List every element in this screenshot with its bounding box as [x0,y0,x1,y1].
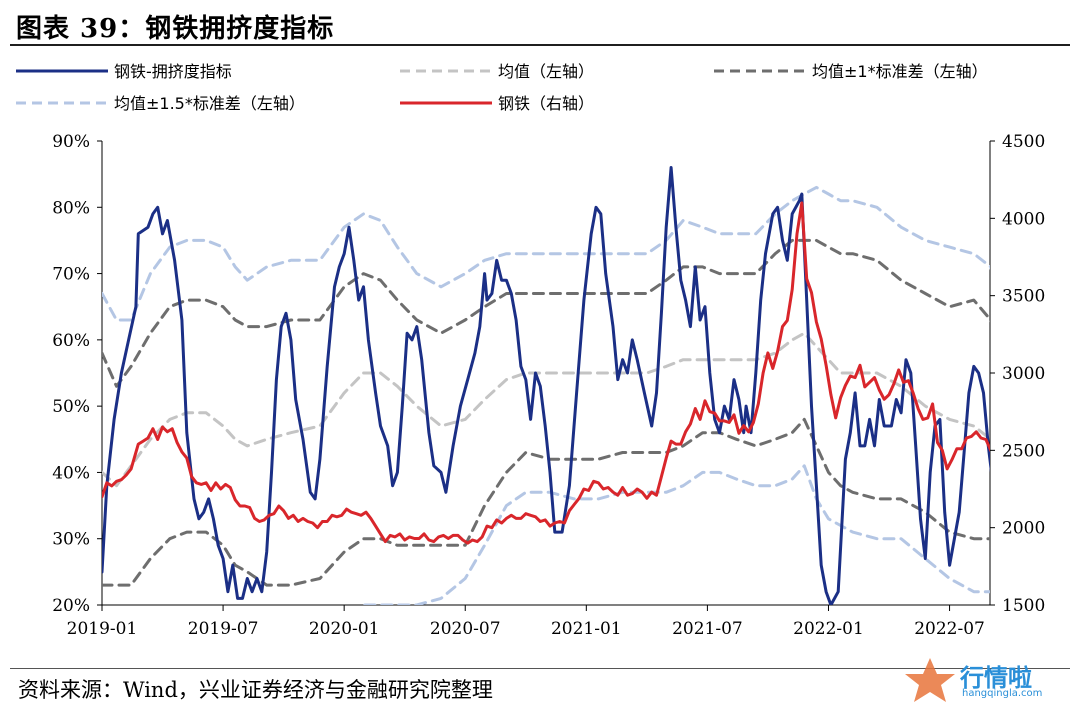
right-tick-label: 3500 [1002,287,1045,307]
right-tick-label: 3000 [1002,364,1045,384]
legend-label-std1: 均值±1*标准差（左轴） [812,62,988,81]
footer-divider [10,668,1070,669]
legend-label-mean: 均值（左轴） [498,62,594,81]
left-tick-label: 90% [52,132,90,152]
right-tick-label: 2500 [1002,441,1045,461]
left-tick-label: 60% [52,331,90,351]
source-note: 资料来源：Wind，兴业证券经济与金融研究院整理 [18,678,493,702]
series-line-2 [102,238,990,388]
chart-title: 图表 39：钢铁拥挤度指标 [16,14,335,44]
star-logo-icon [905,658,955,702]
watermark-text: 行情啦 [960,664,1032,692]
x-tick-label: 2022-01 [793,619,864,639]
legend-label-steel: 钢铁（右轴） [498,94,594,113]
right-tick-label: 1500 [1002,596,1045,616]
series-line-6 [102,201,990,545]
watermark: 行情啦 hangqingla.com [902,656,1062,704]
watermark-url: hangqingla.com [962,688,1043,699]
axes: 20% 30% 40% 50% 60% 70% 80% 90% 1500 2000 2500 3000… [52,132,1045,639]
right-tick-label: 4500 [1002,132,1045,152]
legend-label-std15: 均值±1.5*标准差（左轴） [114,94,305,113]
x-tick-label: 2021-01 [551,619,622,639]
x-tick-label: 2019-07 [188,619,259,639]
x-tick-label: 2021-07 [672,619,743,639]
left-tick-label: 40% [52,463,90,483]
legend-label-crowding: 钢铁-拥挤度指标 [114,62,232,81]
x-tick-label: 2020-01 [309,619,380,639]
x-tick-label: 2022-07 [914,619,985,639]
series-layer [102,166,990,605]
right-tick-label: 4000 [1002,209,1045,229]
left-tick-label: 20% [52,596,90,616]
legend: 钢铁-拥挤度指标 均值（左轴） 均值±1*标准差（左轴） 均值±1.5*标准差（… [16,62,988,113]
series-line-4 [102,185,990,322]
series-line-0 [102,166,990,605]
left-tick-label: 30% [52,530,90,550]
x-tick-label: 2019-01 [67,619,138,639]
right-tick-label: 2000 [1002,519,1045,539]
left-tick-label: 80% [52,198,90,218]
chart-svg: 钢铁-拥挤度指标 均值（左轴） 均值±1*标准差（左轴） 均值±1.5*标准差（… [16,62,1045,639]
x-tick-label: 2020-07 [430,619,501,639]
title-divider [10,44,1070,46]
left-tick-label: 50% [52,397,90,417]
left-tick-label: 70% [52,265,90,285]
series-line-1 [102,331,990,488]
